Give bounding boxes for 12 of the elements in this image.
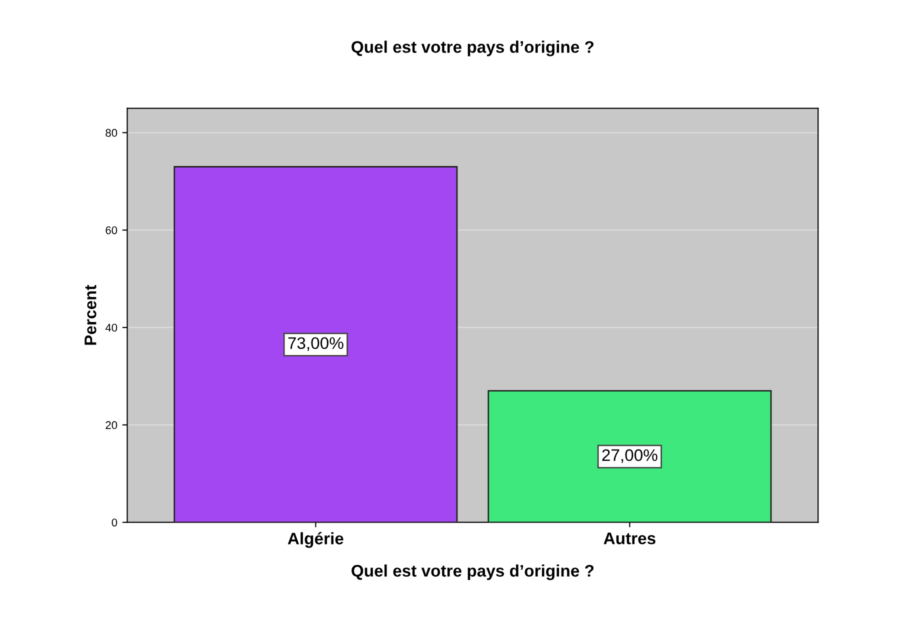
y-tick-label: 0 (112, 518, 118, 526)
y-tick-label: 20 (106, 421, 118, 430)
y-tick-label: 60 (106, 226, 118, 234)
x-axis-title: Quel est votre pays d’origine ? (352, 564, 594, 580)
x-tick-label: Algérie (288, 532, 344, 548)
y-tick-label: 40 (105, 324, 118, 332)
chart-title: Quel est votre pays d’origine ? (352, 40, 594, 56)
y-tick-label: 80 (106, 128, 118, 137)
data-label: 73,00% (288, 337, 344, 351)
data-label: 27,00% (602, 449, 658, 464)
y-axis-title: Percent (84, 284, 96, 345)
x-tick-label: Autres (604, 532, 656, 544)
